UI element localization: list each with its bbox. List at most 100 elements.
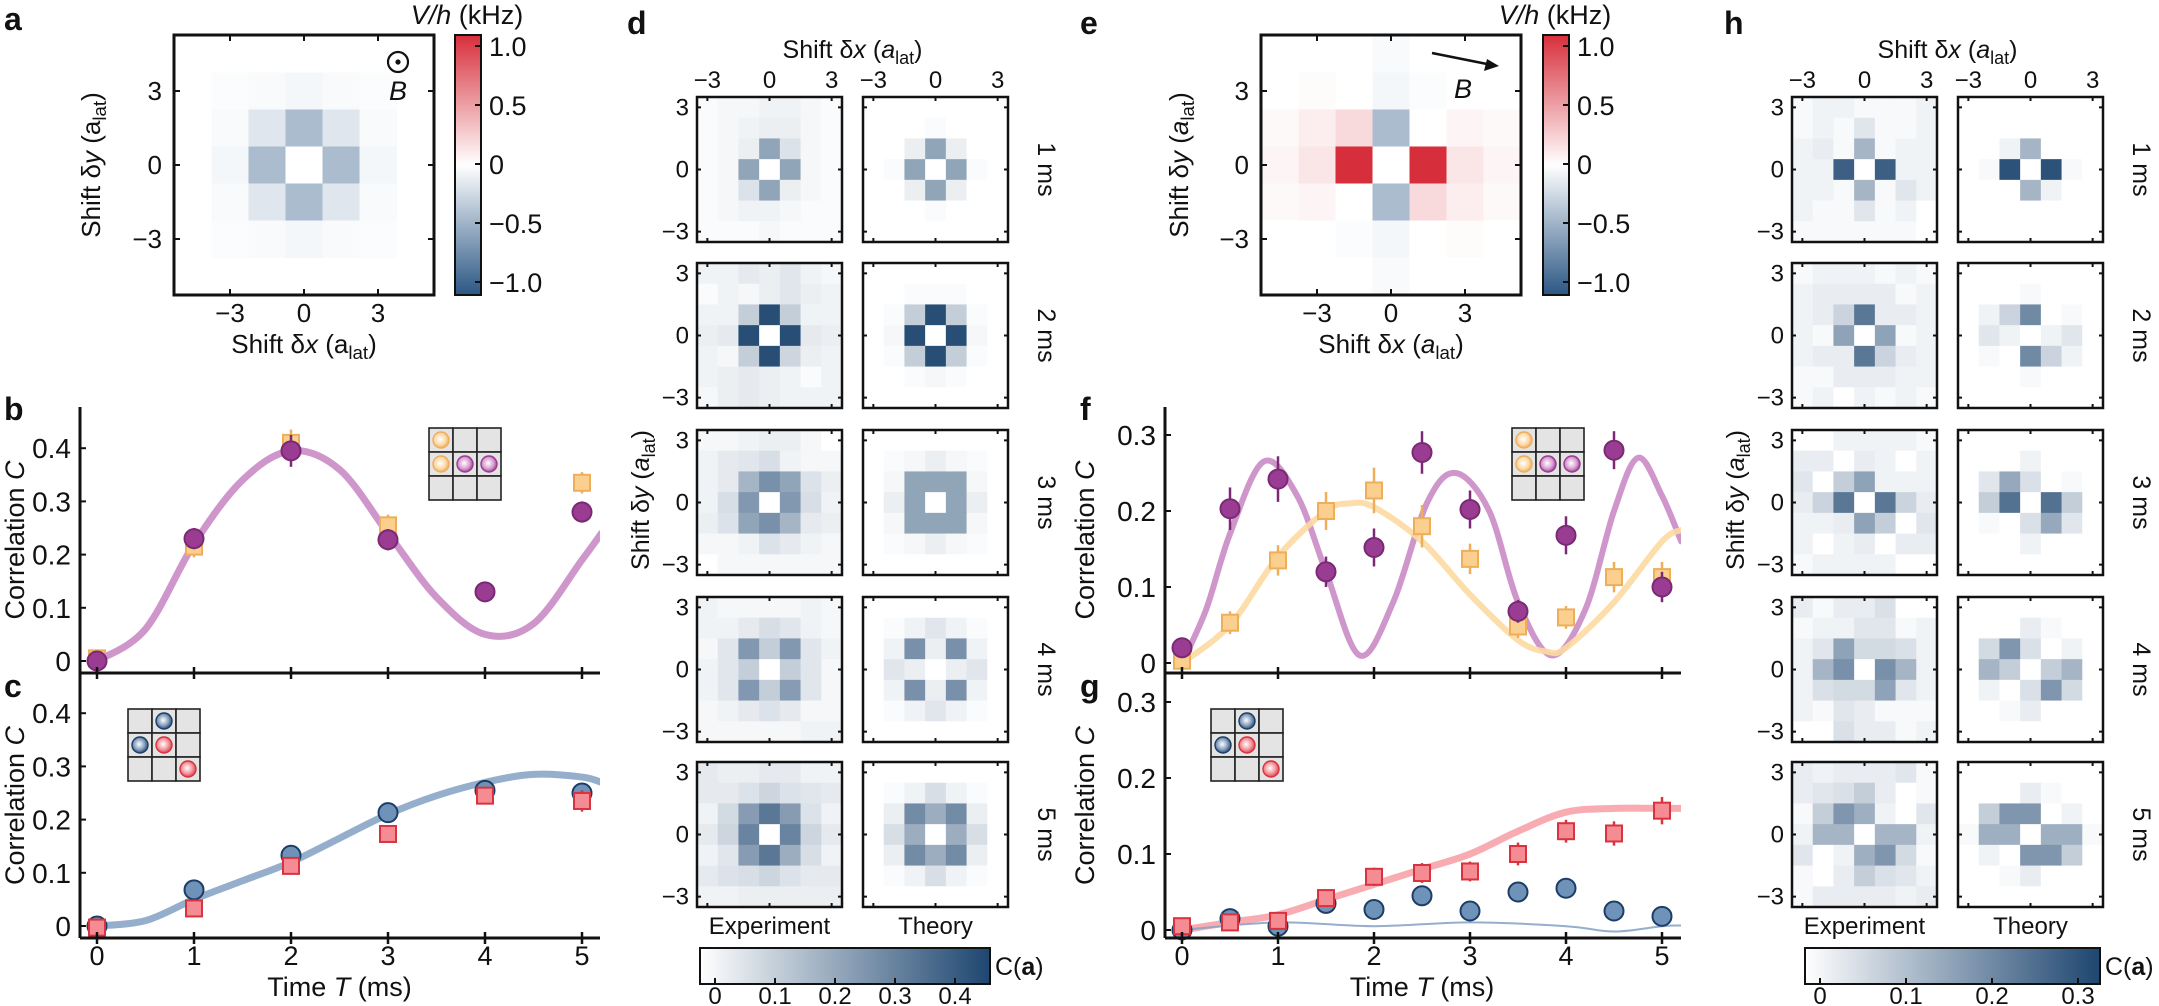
heatmap-cell — [779, 117, 801, 139]
y-axis-label-text: ) — [76, 92, 106, 101]
x-tick-label: 1 — [186, 941, 201, 971]
heatmap-cell — [1833, 721, 1855, 743]
atom-red-icon — [155, 736, 173, 754]
x-tick-label-text: −3 — [1955, 67, 1982, 94]
heatmap-cell — [1895, 430, 1917, 452]
heatmap-cell — [1854, 659, 1876, 681]
heatmap-cell — [925, 554, 947, 576]
field-label: B — [1454, 74, 1472, 104]
heatmap-cell — [1854, 721, 1876, 743]
heatmap-cell — [821, 886, 843, 908]
heatmap-cell — [1978, 366, 2000, 388]
heatmap-cell — [1812, 533, 1834, 555]
heatmap-cell — [1792, 721, 1814, 743]
atom-purple-icon — [456, 455, 474, 473]
x-axis-label-text: T — [1416, 972, 1435, 1002]
x-axis-label-text: lat — [895, 48, 914, 68]
y-tick-label-text: 3 — [676, 260, 689, 287]
y-tick-label: 0 — [148, 150, 162, 180]
heatmap-cell — [821, 638, 843, 660]
x-tick-label-text: 0 — [929, 67, 942, 94]
heatmap-cell — [925, 700, 947, 722]
y-tick-label-text: 0 — [1771, 657, 1784, 684]
y-axis-label-text: C — [1070, 725, 1100, 745]
panel-label-e: e — [1080, 5, 1098, 41]
x-tick-label-text: 3 — [1458, 298, 1472, 328]
data-point-circle — [1411, 885, 1433, 907]
heatmap-cell — [2020, 200, 2042, 222]
heatmap-cell — [779, 617, 801, 639]
heatmap-cell — [883, 366, 905, 388]
heatmap-cell — [1978, 679, 2000, 701]
heatmap-cell — [966, 366, 988, 388]
heatmap-cell — [966, 450, 988, 472]
heatmap-cell — [904, 492, 926, 514]
heatmap-cell — [904, 430, 926, 452]
heatmap-experiment: 30−3 — [1757, 260, 1939, 412]
x-tick-label-text: 4 — [1558, 941, 1573, 971]
heatmap-cell — [738, 638, 760, 660]
heatmap-cell — [779, 844, 801, 866]
heatmap-cell — [800, 200, 822, 222]
heatmap-cell — [1895, 762, 1917, 784]
heatmap-cell — [966, 886, 988, 908]
row-label-time-text: 5 ms — [2127, 807, 2155, 861]
heatmap-cell — [1958, 554, 1980, 576]
heatmap-cell — [738, 844, 760, 866]
heatmap-cell — [904, 512, 926, 534]
heatmap-cell — [1999, 803, 2021, 825]
heatmap-cell — [1978, 450, 2000, 472]
heatmap-cell — [904, 659, 926, 681]
colorbar-tick-label-text: −1.0 — [1577, 268, 1630, 298]
heatmap-cell — [966, 700, 988, 722]
heatmap-cell — [2040, 824, 2062, 846]
heatmap-cell — [1958, 659, 1980, 681]
heatmap-cell — [1895, 117, 1917, 139]
heatmap-cell — [987, 617, 1009, 639]
heatmap-cell — [2061, 844, 2083, 866]
y-axis-label-text: ( — [1722, 471, 1750, 487]
heatmap-cell — [1792, 659, 1814, 681]
heatmap-cell — [1446, 220, 1485, 259]
lattice-site — [476, 475, 502, 501]
heatmap-cell — [759, 263, 781, 285]
heatmap-cell — [1999, 430, 2021, 452]
heatmap-cell — [883, 221, 905, 243]
x-tick-label-text: 4 — [477, 941, 492, 971]
heatmap-cell — [1895, 886, 1917, 908]
heatmap-cell — [821, 865, 843, 887]
heatmap-cell — [2082, 700, 2104, 722]
heatmap-cell — [1812, 597, 1834, 619]
row-label-time-text: 5 ms — [1032, 807, 1060, 861]
heatmap-cell — [945, 159, 967, 181]
heatmap-cell — [1854, 492, 1876, 514]
heatmap-cell — [2082, 221, 2104, 243]
heatmap-cell — [1874, 533, 1896, 555]
heatmap-cell — [904, 325, 926, 347]
heatmap-cell — [904, 345, 926, 367]
panel-label-c: c — [4, 668, 22, 704]
x-tick-label-text: 3 — [1462, 941, 1477, 971]
heatmap-cell — [863, 700, 885, 722]
heatmap-cell — [1812, 638, 1834, 660]
heatmap-cell — [1916, 824, 1938, 846]
y-tick-label: 0.2 — [32, 805, 71, 836]
heatmap-cell — [1999, 325, 2021, 347]
colorbar-title-text: a — [2131, 953, 2146, 981]
heatmap-cell — [1916, 865, 1938, 887]
colorbar-tick-label: 0 — [1813, 983, 1826, 1006]
heatmap-cell — [2061, 366, 2083, 388]
colorbar-tick-label: 1.0 — [489, 32, 527, 62]
heatmap-cell — [1999, 97, 2021, 119]
heatmap-cell — [1999, 659, 2021, 681]
heatmap-cell — [966, 512, 988, 534]
x-axis-label-text: Shift δ — [231, 329, 305, 359]
x-tick-label-text: −3 — [694, 67, 721, 94]
heatmap-cell — [1999, 387, 2021, 409]
heatmap-theory: −3 0 3 — [860, 67, 1010, 244]
heatmap-cell — [285, 183, 324, 222]
data-point-circle — [1363, 536, 1385, 558]
heatmap-cell — [863, 762, 885, 784]
heatmap-cell — [966, 138, 988, 160]
